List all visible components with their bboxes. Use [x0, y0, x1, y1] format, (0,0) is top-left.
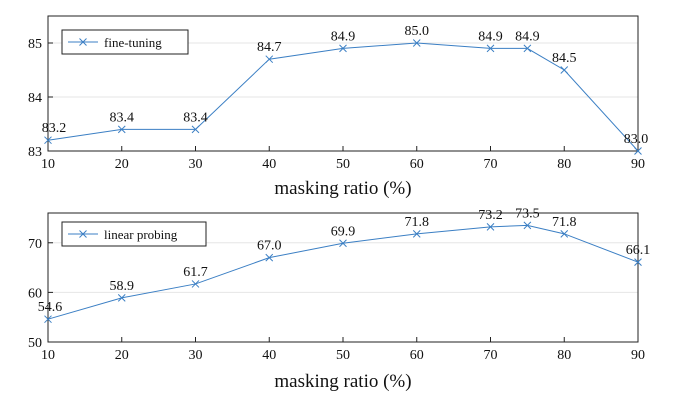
x-tick-label: 20 [115, 157, 129, 172]
x-tick-label: 30 [189, 348, 203, 363]
data-point-marker [339, 239, 347, 248]
data-label: 83.4 [183, 110, 208, 125]
data-point-marker [44, 136, 52, 145]
legend-label: linear probing [104, 227, 178, 242]
data-point-marker [339, 44, 347, 53]
data-point-marker [486, 44, 495, 53]
y-tick-label: 85 [28, 37, 42, 52]
x-tick-label: 60 [410, 348, 424, 363]
data-label: 84.9 [331, 29, 356, 44]
data-point-marker [117, 125, 126, 134]
data-label: 71.8 [552, 215, 577, 230]
data-label: 85.0 [405, 24, 430, 39]
data-label: 61.7 [183, 265, 208, 280]
x-tick-label: 70 [484, 157, 498, 172]
x-tick-label: 40 [262, 348, 276, 363]
data-point-marker [634, 258, 642, 266]
legend-marker [79, 38, 87, 46]
data-label: 84.7 [257, 40, 282, 55]
data-point-marker [486, 223, 495, 231]
y-tick-label: 83 [28, 145, 42, 160]
x-tick-label: 60 [410, 157, 424, 172]
data-point-marker [44, 315, 52, 324]
legend-marker [79, 230, 87, 238]
data-label: 66.1 [626, 243, 651, 258]
data-label: 84.9 [515, 29, 540, 44]
y-tick-label: 60 [28, 286, 42, 301]
legend-box [61, 221, 207, 247]
x-tick-label: 70 [484, 348, 498, 363]
data-point-marker [265, 55, 274, 64]
data-point-marker [523, 44, 532, 53]
data-label: 73.2 [478, 208, 503, 223]
data-point-marker [560, 229, 569, 238]
x-tick-label: 50 [336, 157, 350, 172]
data-point-marker [412, 39, 421, 47]
data-label: 67.0 [257, 239, 282, 254]
y-tick-label: 84 [28, 91, 42, 106]
data-label: 83.0 [624, 132, 649, 147]
x-axis-label: masking ratio (%) [274, 178, 411, 199]
data-label: 73.5 [515, 206, 540, 221]
x-tick-label: 80 [557, 348, 571, 363]
data-label: 84.5 [552, 51, 577, 66]
data-point-marker [523, 221, 532, 230]
x-tick-label: 20 [115, 348, 129, 363]
series-line [47, 42, 639, 152]
x-tick-label: 10 [41, 348, 55, 363]
data-point-marker [191, 280, 200, 288]
data-point-marker [560, 66, 569, 74]
x-tick-label: 80 [557, 157, 571, 172]
data-label: 84.9 [478, 29, 503, 44]
x-tick-label: 30 [189, 157, 203, 172]
x-tick-label: 90 [631, 348, 645, 363]
data-point-marker [117, 293, 126, 302]
legend-label: fine-tuning [104, 35, 162, 50]
data-label: 58.9 [110, 279, 135, 294]
data-point-marker [191, 125, 200, 134]
x-axis-label: masking ratio (%) [274, 371, 411, 392]
data-label: 83.2 [42, 121, 67, 136]
series-line [47, 224, 639, 320]
data-label: 83.4 [110, 110, 135, 125]
data-label: 69.9 [331, 224, 356, 239]
y-tick-label: 50 [28, 336, 42, 351]
data-point-marker [634, 147, 642, 155]
data-point-marker [265, 253, 274, 262]
data-point-marker [412, 229, 421, 238]
linear-probing-panel: 50 60 70 10 20 30 40 50 60 70 80 90 masking ratio (%… [28, 206, 650, 392]
x-tick-label: 40 [262, 157, 276, 172]
x-tick-label: 90 [631, 157, 645, 172]
x-tick-label: 50 [336, 348, 350, 363]
fine-tuning-panel: 83 84 85 10 20 30 40 50 60 70 80 90 masking ratio (%… [28, 15, 649, 199]
x-tick-label: 10 [41, 157, 55, 172]
data-label: 54.6 [38, 300, 63, 315]
data-label: 71.8 [405, 215, 430, 230]
y-tick-label: 70 [28, 237, 42, 252]
